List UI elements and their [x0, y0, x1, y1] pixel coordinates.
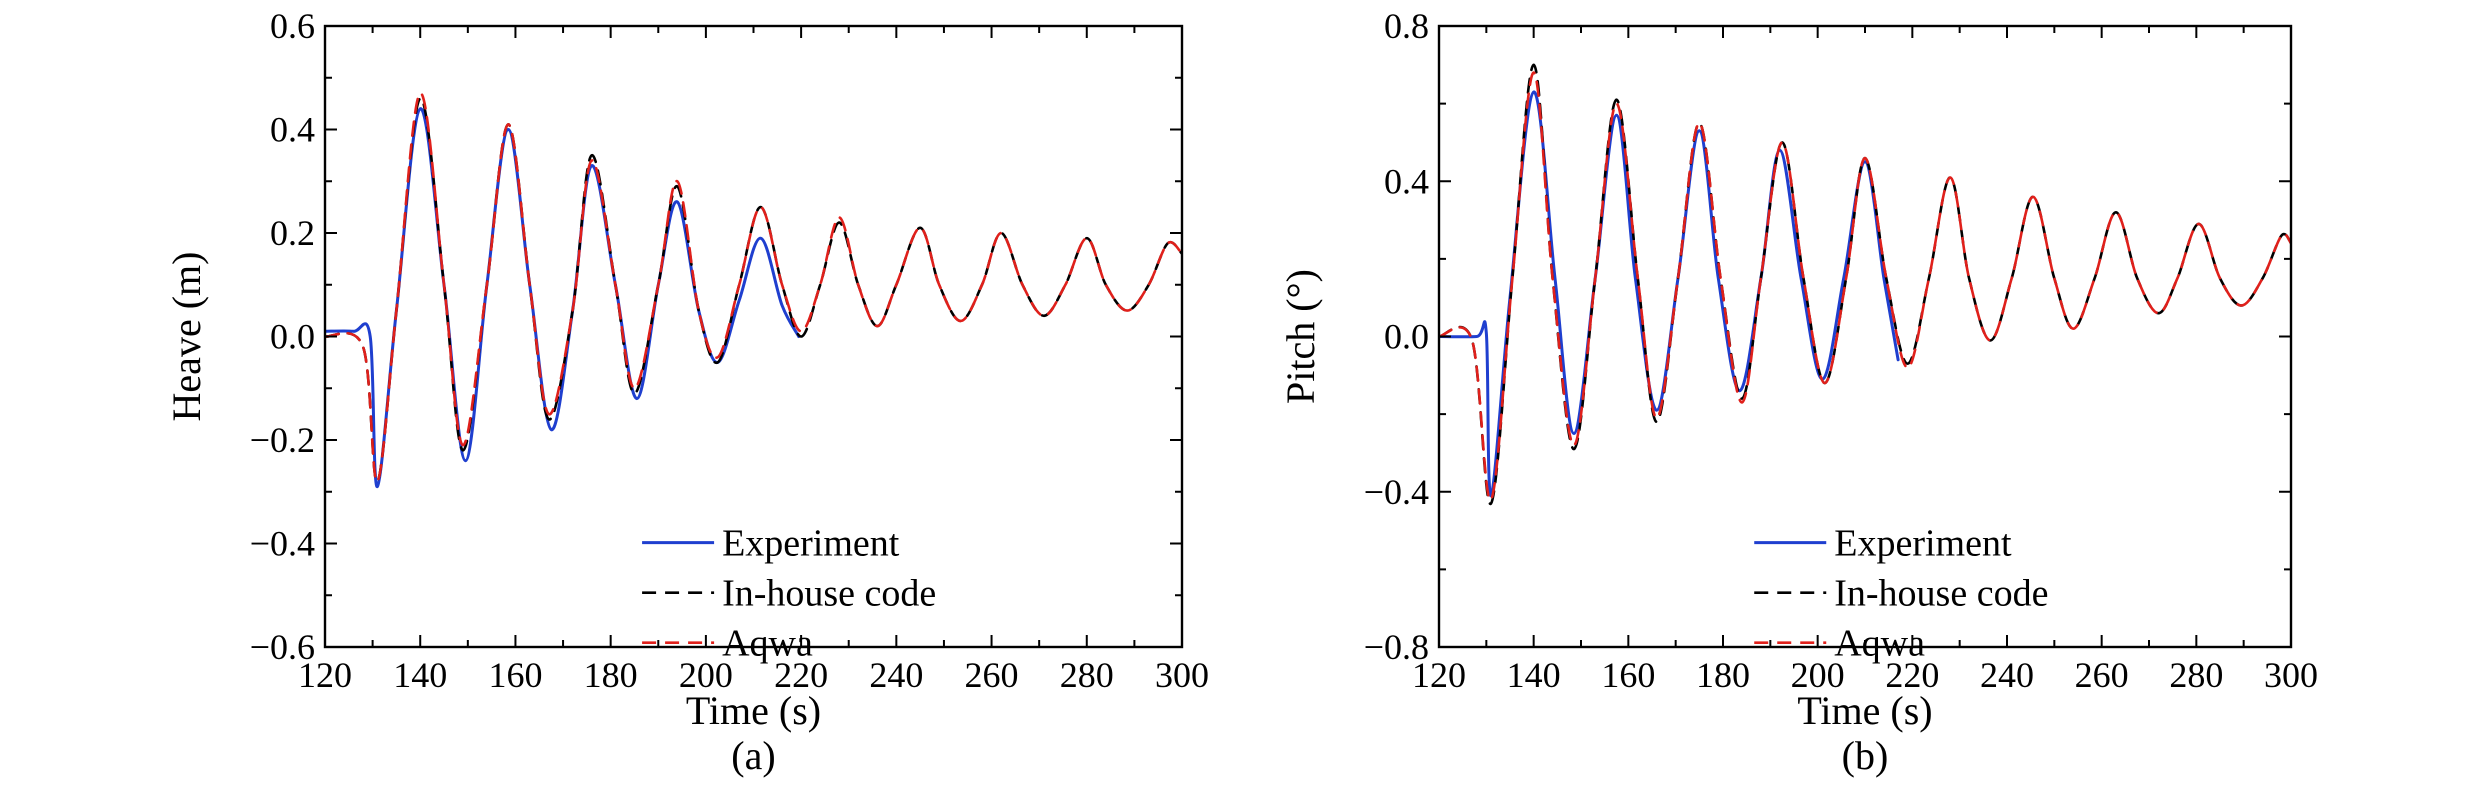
x-tick-label: 300 [2264, 655, 2318, 695]
x-tick-label: 220 [774, 655, 828, 695]
x-tick-label: 160 [1601, 655, 1655, 695]
series-line-in-house-code [1439, 63, 2291, 505]
x-tick-label: 180 [1696, 655, 1750, 695]
y-tick-label: 0.2 [270, 213, 315, 253]
y-tick-label: −0.4 [1364, 472, 1429, 512]
legend-label-2: In-house code [722, 573, 936, 615]
series-group [325, 91, 1182, 489]
x-axis-title: Time (s) [686, 688, 821, 733]
y-axis-title: Pitch (°) [1278, 269, 1323, 404]
y-tick-label: 0.6 [270, 6, 315, 46]
y-tick-label: 0.0 [1384, 317, 1429, 357]
x-tick-label: 160 [488, 655, 542, 695]
legend-label-3: Aqwa [722, 623, 813, 665]
y-tick-label: 0.4 [270, 110, 315, 150]
x-tick-label: 240 [869, 655, 923, 695]
x-tick-label: 140 [393, 655, 447, 695]
x-tick-label: 280 [1060, 655, 1114, 695]
series-line-aqwa [1439, 71, 2291, 501]
y-tick-label: 0.4 [1384, 161, 1429, 201]
panel-label: (b) [1842, 733, 1889, 778]
x-tick-label: 220 [1885, 655, 1939, 695]
series-line-experiment [1439, 90, 1900, 498]
series-line-in-house-code [325, 97, 1182, 483]
x-tick-label: 200 [1791, 655, 1845, 695]
legend-label-2: In-house code [1834, 573, 2048, 615]
y-tick-label: −0.6 [250, 627, 315, 667]
legend-label-1: Experiment [1834, 523, 2012, 565]
y-tick-label: 0.0 [270, 317, 315, 357]
y-tick-label: −0.2 [250, 420, 315, 460]
x-tick-label: 260 [2075, 655, 2129, 695]
x-tick-label: 180 [584, 655, 638, 695]
x-tick-label: 120 [298, 655, 352, 695]
panel-label: (a) [731, 733, 775, 778]
y-tick-label: −0.8 [1364, 627, 1429, 667]
series-line-experiment [325, 107, 801, 489]
x-tick-label: 120 [1412, 655, 1466, 695]
legend: Experiment In-house code Aqwa [642, 523, 936, 665]
x-axis-title: Time (s) [1797, 688, 1932, 733]
chart-panel-2: 120 140 160 180 200 220 240 260 280 300 −0.8 −0.4 0.… [1278, 6, 2318, 778]
legend-label-3: Aqwa [1834, 623, 1925, 665]
series-group [1439, 63, 2291, 505]
x-tick-label: 200 [679, 655, 733, 695]
legend: Experiment In-house code Aqwa [1754, 523, 2048, 665]
series-line-aqwa [325, 91, 1182, 483]
x-tick-label: 300 [1155, 655, 1209, 695]
legend-label-1: Experiment [722, 523, 900, 565]
y-axis-title: Heave (m) [164, 252, 209, 422]
x-tick-label: 140 [1507, 655, 1561, 695]
x-tick-label: 280 [2169, 655, 2223, 695]
y-tick-label: 0.8 [1384, 6, 1429, 46]
chart-panel-1: 120 140 160 180 200 220 240 260 280 300 −0.6 −0.4 −0… [164, 6, 1209, 778]
y-tick-label: −0.4 [250, 524, 315, 564]
x-tick-label: 260 [965, 655, 1019, 695]
x-tick-label: 240 [1980, 655, 2034, 695]
